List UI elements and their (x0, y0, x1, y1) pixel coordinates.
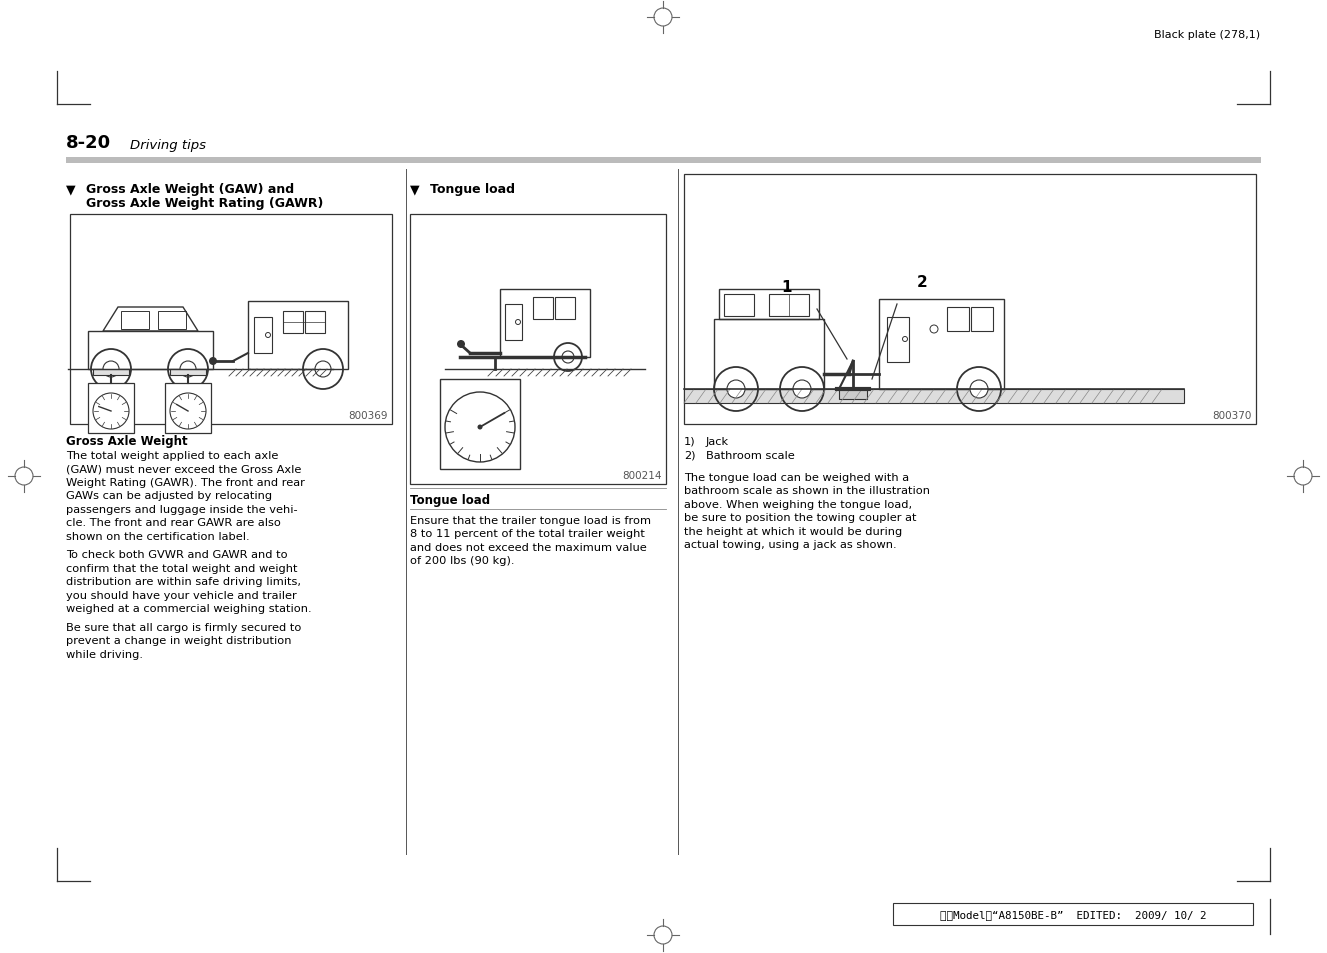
Text: 2): 2) (683, 451, 695, 460)
Text: 800214: 800214 (622, 471, 662, 480)
Circle shape (456, 340, 464, 349)
Text: be sure to position the towing coupler at: be sure to position the towing coupler a… (683, 513, 917, 523)
Text: you should have your vehicle and trailer: you should have your vehicle and trailer (66, 590, 297, 600)
Text: Tongue load: Tongue load (410, 494, 490, 506)
Bar (93, 370, 129, 375)
Bar (305, 312, 325, 334)
Text: while driving.: while driving. (66, 649, 143, 659)
Text: Driving tips: Driving tips (130, 139, 206, 152)
Text: 800370: 800370 (1213, 411, 1251, 420)
Bar (158, 312, 186, 330)
Circle shape (794, 380, 811, 398)
Text: weighed at a commercial weighing station.: weighed at a commercial weighing station… (66, 604, 312, 614)
Text: the height at which it would be during: the height at which it would be during (683, 526, 902, 537)
Bar (70, 214, 391, 424)
Text: ▼: ▼ (66, 183, 76, 195)
Text: 1: 1 (782, 280, 792, 294)
Circle shape (314, 361, 330, 377)
Bar (506, 305, 522, 340)
Circle shape (970, 380, 989, 398)
Bar (121, 312, 149, 330)
Text: 1): 1) (683, 436, 695, 447)
Text: Ensure that the trailer tongue load is from: Ensure that the trailer tongue load is f… (410, 516, 652, 525)
Bar (441, 379, 520, 470)
Bar (878, 299, 1005, 390)
Bar (88, 384, 134, 434)
Text: 8-20: 8-20 (66, 133, 111, 152)
Bar (725, 294, 754, 316)
Bar (971, 308, 993, 332)
Text: Weight Rating (GAWR). The front and rear: Weight Rating (GAWR). The front and rear (66, 477, 305, 488)
Bar (410, 214, 666, 484)
Text: actual towing, using a jack as shown.: actual towing, using a jack as shown. (683, 540, 897, 550)
Bar (170, 370, 206, 375)
Bar (533, 297, 553, 319)
Text: above. When weighing the tongue load,: above. When weighing the tongue load, (683, 499, 912, 510)
Text: bathroom scale as shown in the illustration: bathroom scale as shown in the illustrat… (683, 486, 930, 496)
Text: To check both GVWR and GAWR and to: To check both GVWR and GAWR and to (66, 550, 288, 560)
Text: prevent a change in weight distribution: prevent a change in weight distribution (66, 636, 292, 646)
Text: (GAW) must never exceed the Gross Axle: (GAW) must never exceed the Gross Axle (66, 464, 301, 474)
Text: distribution are within safe driving limits,: distribution are within safe driving lim… (66, 577, 301, 587)
Bar (893, 903, 1253, 925)
Text: of 200 lbs (90 kg).: of 200 lbs (90 kg). (410, 556, 515, 566)
Circle shape (208, 357, 218, 366)
Circle shape (563, 352, 575, 364)
Text: Be sure that all cargo is firmly secured to: Be sure that all cargo is firmly secured… (66, 622, 301, 633)
Bar (88, 332, 214, 370)
Text: cle. The front and rear GAWR are also: cle. The front and rear GAWR are also (66, 518, 281, 528)
Bar (683, 390, 1184, 403)
Bar (555, 297, 575, 319)
Circle shape (104, 361, 119, 377)
Bar (253, 317, 272, 354)
Text: Gross Axle Weight: Gross Axle Weight (66, 435, 187, 448)
Circle shape (93, 394, 129, 430)
Bar (283, 312, 303, 334)
Bar (714, 319, 824, 390)
Text: and does not exceed the maximum value: and does not exceed the maximum value (410, 542, 646, 553)
Bar (500, 290, 591, 357)
Text: passengers and luggage inside the vehi-: passengers and luggage inside the vehi- (66, 504, 297, 515)
Text: Gross Axle Weight (GAW) and: Gross Axle Weight (GAW) and (86, 183, 295, 195)
Text: Tongue load: Tongue load (430, 183, 515, 195)
Bar (770, 294, 809, 316)
Text: The tongue load can be weighed with a: The tongue load can be weighed with a (683, 473, 909, 482)
Circle shape (180, 361, 196, 377)
Circle shape (727, 380, 744, 398)
Circle shape (445, 393, 515, 462)
Text: ▼: ▼ (410, 183, 419, 195)
Text: The total weight applied to each axle: The total weight applied to each axle (66, 451, 279, 460)
Bar (886, 317, 909, 363)
Text: shown on the certification label.: shown on the certification label. (66, 532, 249, 541)
Text: GAWs can be adjusted by relocating: GAWs can be adjusted by relocating (66, 491, 272, 501)
Bar (839, 390, 867, 399)
Text: 2: 2 (917, 274, 928, 290)
Text: Gross Axle Weight Rating (GAWR): Gross Axle Weight Rating (GAWR) (86, 196, 324, 210)
Circle shape (478, 425, 483, 430)
Text: 北米Modelａ“A8150BE-B”  EDITED:  2009/ 10/ 2: 北米Modelａ“A8150BE-B” EDITED: 2009/ 10/ 2 (940, 909, 1206, 919)
Bar (66, 158, 1261, 164)
Bar (719, 290, 819, 319)
Bar (248, 302, 348, 370)
Bar (683, 174, 1255, 424)
Text: confirm that the total weight and weight: confirm that the total weight and weight (66, 563, 297, 574)
Bar (165, 384, 211, 434)
Text: Bathroom scale: Bathroom scale (706, 451, 795, 460)
Text: 800369: 800369 (349, 411, 387, 420)
Text: Jack: Jack (706, 436, 729, 447)
Text: 8 to 11 percent of the total trailer weight: 8 to 11 percent of the total trailer wei… (410, 529, 645, 539)
Text: Black plate (278,1): Black plate (278,1) (1154, 30, 1261, 40)
Circle shape (170, 394, 206, 430)
Bar (947, 308, 969, 332)
